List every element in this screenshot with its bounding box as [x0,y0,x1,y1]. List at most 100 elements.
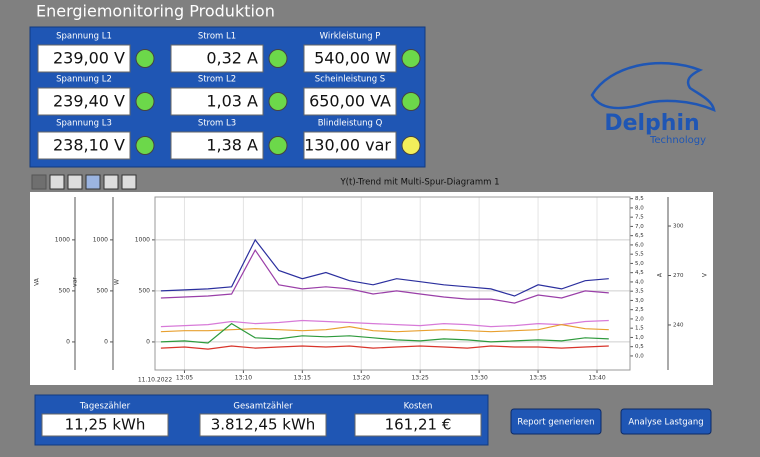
status-led [268,92,288,111]
y-tick-label: 1000 [55,236,70,243]
x-tick-label: 13:05 [176,375,193,382]
meter-box [170,131,264,160]
counter-label: Kosten [404,402,433,412]
y-tick-label: 1,0 [635,335,644,341]
y-tick-label: 7,5 [635,215,644,221]
y-tick-label: 2,0 [635,316,644,322]
y-tick-label: 1,5 [635,326,644,332]
meter-value: 1,03 A [206,92,258,111]
counter-box [354,413,482,437]
x-tick-label: 13:10 [235,375,252,382]
y-tick-label: 0,0 [635,353,644,359]
trend-title: Y(t)-Trend mit Multi-Spur-Diagramm 1 [339,178,499,188]
meter-box [303,131,397,160]
meter-label: Wirkleistung P [320,32,381,42]
y-tick-label: 8,0 [635,205,644,211]
tool-icon[interactable] [49,174,65,190]
y-axis-label: var [72,277,79,287]
y-tick-label: 6,0 [635,242,644,248]
meter-value: 540,00 W [314,49,391,68]
y-tick-label: 4,0 [635,279,644,285]
status-led [401,92,421,111]
button-label[interactable]: Analyse Lastgang [628,418,703,428]
y-tick-label: 1000 [93,236,108,243]
meter-value: 239,40 V [53,92,125,111]
trend-line [160,323,609,333]
meter-box [37,44,131,73]
tool-icon[interactable] [31,174,47,190]
y-tick-label: 270 [673,273,684,279]
x-tick-label: 13:25 [412,375,429,382]
meter-label: Strom L1 [198,32,236,42]
y-axis-label: VA [34,277,41,286]
y-tick-label: 5,0 [635,261,644,267]
y-tick-label: 7,0 [635,224,644,230]
status-led [401,49,421,68]
trend-line [160,322,609,344]
button[interactable] [510,408,602,435]
button-label[interactable]: Report generieren [517,418,594,428]
meter-box [37,87,131,116]
counter-value: 3.812,45 kWh [211,416,316,434]
y-tick-label: 300 [673,224,684,230]
status-led [268,49,288,68]
status-led [268,136,288,155]
meter-value: 0,32 A [206,49,258,68]
counter-label: Gesamtzähler [233,402,293,412]
y-axis-label: A [657,272,664,277]
tool-icon[interactable] [103,174,119,190]
meter-box [37,131,131,160]
meter-box [170,44,264,73]
trend-line [160,248,609,304]
meter-box [303,44,397,73]
meter-value: 239,00 V [53,49,125,68]
trend-date: 11.10.2022 [138,377,173,384]
logo-dolphin [590,61,716,113]
meter-label: Strom L3 [198,119,236,129]
x-tick-label: 13:15 [294,375,311,382]
y-tick-label: 5,5 [635,252,644,258]
y-axis-label: V [702,272,709,277]
y-axis-label: W [114,279,121,285]
tool-icon[interactable] [121,174,137,190]
x-tick-label: 13:40 [588,375,605,382]
page-title: Energiemonitoring Produktion [36,2,275,21]
meter-label: Spannung L2 [56,75,112,85]
status-led [401,136,421,155]
meter-value: 130,00 var [304,136,391,155]
y-tick-label: 500 [139,287,151,294]
y-tick-label: 240 [673,322,684,328]
x-tick-label: 13:20 [353,375,370,382]
meter-label: Spannung L3 [56,119,112,129]
tool-icon[interactable] [67,174,83,190]
y-tick-label: 500 [59,287,71,294]
status-led [135,92,155,111]
button[interactable] [620,408,712,435]
counter-value: 11,25 kWh [65,416,146,434]
trend-line [160,319,609,328]
meter-box [170,87,264,116]
meter-label: Scheinleistung S [315,75,385,85]
meter-label: Spannung L1 [56,32,112,42]
y-tick-label: 2,5 [635,307,644,313]
trend-area [30,192,713,385]
tool-icon[interactable] [85,174,101,190]
meter-label: Strom L2 [198,75,236,85]
y-tick-label: 3,0 [635,298,644,304]
y-tick-label: 0,5 [635,344,644,350]
meter-value: 238,10 V [53,136,125,155]
counter-box [41,413,169,437]
trend-line [160,345,609,350]
y-tick-label: 3,5 [635,289,644,295]
logo-name: Delphin [604,111,699,136]
y-tick-label: 6,5 [635,233,644,239]
counter-box [199,413,327,437]
y-tick-label: 0 [146,338,150,345]
x-tick-label: 13:35 [529,375,546,382]
meter-value: 1,38 A [206,136,258,155]
y-tick-label: 0 [104,338,108,345]
counter-label: Tageszähler [79,402,131,412]
plot-frame [154,196,631,371]
